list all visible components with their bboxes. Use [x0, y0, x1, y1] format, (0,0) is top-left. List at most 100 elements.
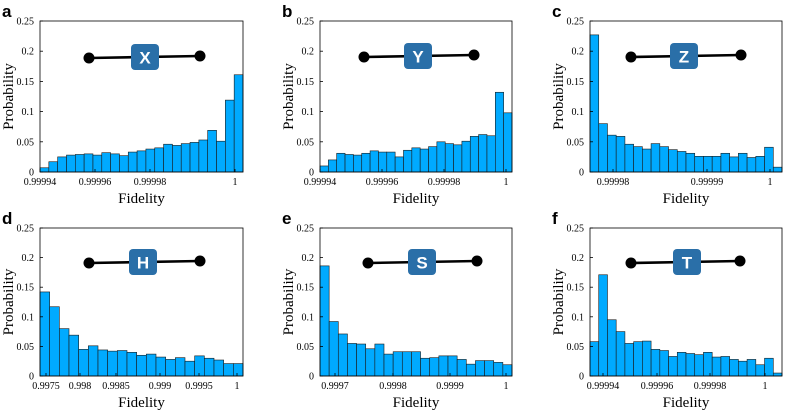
histogram-bar	[207, 130, 217, 173]
histogram-bar	[746, 359, 757, 377]
histogram-bar	[119, 155, 129, 173]
histogram-bar	[225, 99, 235, 173]
panel-letter: e	[282, 209, 291, 228]
histogram-bar	[478, 134, 488, 173]
x-tick-label: 0.999	[149, 381, 172, 392]
histogram-bar	[772, 372, 783, 377]
histogram-bar	[365, 348, 376, 377]
histogram-bar	[607, 134, 617, 173]
x-tick-label: 0.99994	[24, 177, 57, 188]
axes-box	[39, 227, 244, 377]
panel-letter: b	[282, 2, 292, 21]
histogram-bar	[461, 140, 471, 173]
gate-label: Z	[679, 48, 689, 67]
histogram-bar	[110, 153, 120, 173]
y-tick-label: 0.25	[297, 17, 315, 28]
panel-letter: f	[552, 209, 558, 228]
histogram-bar	[66, 154, 76, 173]
y-tick-label: 0.1	[572, 107, 585, 118]
x-tick-label: 0.99996	[641, 381, 674, 392]
histogram-bar	[155, 356, 166, 377]
y-tick-label: 0.15	[297, 283, 315, 294]
histogram-bar	[107, 350, 118, 377]
histogram-bar	[642, 148, 652, 173]
gate-label: Y	[412, 48, 424, 67]
histogram-bar	[615, 136, 626, 173]
x-tick-label: 0.99994	[587, 381, 620, 392]
x-tick-label: 0.9985	[102, 381, 130, 392]
histogram-bar	[175, 357, 186, 377]
histogram-bar	[720, 152, 730, 173]
axes-box	[319, 227, 513, 377]
x-tick-label: 0.9998	[379, 381, 407, 392]
histogram-bar	[711, 356, 722, 377]
histogram-bar	[145, 148, 156, 173]
histogram-bar	[361, 152, 371, 173]
wire-end-node-icon	[734, 255, 746, 267]
histogram-bar	[356, 343, 367, 377]
histogram-bar	[411, 351, 421, 377]
histogram-bar	[429, 357, 440, 377]
y-tick-label: 0.25	[17, 224, 35, 235]
histogram-bar	[598, 274, 608, 377]
y-tick-label: 0.25	[297, 224, 315, 235]
histogram-bar	[598, 123, 608, 173]
y-tick-label: 0.2	[302, 253, 315, 264]
histogram-bar	[447, 355, 458, 377]
histogram-bar	[68, 334, 79, 377]
histogram-bar	[378, 151, 388, 173]
y-tick-label: 0.1	[302, 312, 315, 323]
histogram-bar	[92, 154, 103, 173]
histogram-bar	[764, 357, 774, 377]
histogram-bar	[328, 159, 338, 173]
gate-label: T	[682, 254, 693, 273]
x-tick-label: 0.9995	[185, 381, 213, 392]
histogram-bar	[97, 349, 108, 377]
y-tick-label: 0.2	[572, 253, 585, 264]
y-tick-label: 0.1	[22, 312, 35, 323]
histogram-bar	[216, 140, 226, 173]
x-tick-label: 1	[235, 381, 240, 392]
histogram-bar	[136, 354, 147, 377]
wire-start-node-icon	[83, 52, 95, 64]
histogram-bar	[475, 360, 485, 377]
histogram-bar	[386, 151, 396, 173]
y-tick-label: 0	[309, 372, 314, 383]
x-tick-label: 1	[233, 177, 238, 188]
histogram-bar	[668, 149, 678, 173]
histogram-bar	[165, 359, 176, 377]
histogram-bar	[772, 166, 783, 173]
x-tick-label: 0.99994	[304, 177, 337, 188]
histogram-bar	[685, 353, 696, 377]
histogram-bar	[172, 145, 182, 173]
gate-box	[673, 249, 701, 275]
histogram-bar	[589, 34, 600, 173]
histogram-bar	[319, 165, 329, 173]
histogram-bar	[633, 146, 643, 173]
histogram-bar	[676, 151, 687, 173]
histogram-bar	[198, 139, 208, 173]
histogram-bar	[337, 333, 348, 377]
histogram-bar	[394, 156, 404, 173]
histogram-bar	[436, 141, 446, 173]
y-axis-title: Probability	[1, 63, 17, 130]
histogram-bar	[659, 350, 669, 377]
x-tick-label: 0.998	[69, 381, 92, 392]
histogram-bar	[493, 362, 504, 377]
wire-start-node-icon	[358, 51, 370, 63]
histogram-bar	[223, 363, 234, 377]
wire-end-node-icon	[471, 255, 483, 267]
histogram-bar	[336, 152, 346, 173]
x-tick-label: 1	[763, 381, 768, 392]
y-tick-label: 0.2	[302, 47, 315, 58]
y-tick-label: 0	[29, 168, 34, 179]
x-axis-title: Fidelity	[663, 395, 710, 411]
histogram-bar	[194, 355, 205, 377]
histogram-bar	[484, 360, 495, 377]
x-axis-title: Fidelity	[118, 395, 165, 411]
y-tick-label: 0.2	[572, 47, 585, 58]
x-axis-title: Fidelity	[663, 191, 710, 207]
gate-label: X	[139, 49, 151, 68]
y-tick-label: 0.25	[17, 17, 35, 28]
